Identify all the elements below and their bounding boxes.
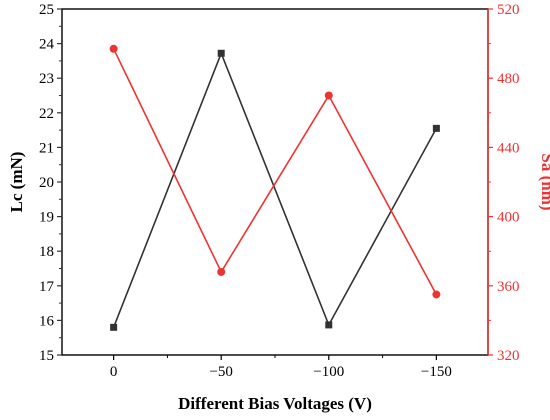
right-y-axis-title: Sa (nm)	[538, 153, 550, 210]
left-y-tick-label: 25	[39, 2, 54, 18]
left-y-tick-label: 15	[39, 348, 54, 364]
left-y-tick-label: 19	[39, 210, 54, 226]
lc-data-point	[110, 323, 118, 331]
left-y-tick-label: 24	[39, 37, 55, 53]
right-y-tick-label: 520	[497, 2, 520, 18]
x-tick-label: 0	[110, 364, 118, 380]
x-axis-title: Different Bias Voltages (V)	[178, 394, 372, 413]
x-tick-label: −100	[313, 364, 344, 380]
right-y-tick-label: 400	[497, 210, 520, 226]
lc-data-point	[325, 321, 333, 329]
lc-data-point	[217, 49, 225, 57]
x-tick-label: −50	[209, 364, 232, 380]
plot-frame	[61, 8, 489, 356]
left-y-tick-label: 18	[39, 244, 54, 260]
series-layer	[109, 44, 441, 331]
right-y-tick-label: 440	[497, 140, 520, 156]
sa-data-point	[109, 44, 118, 53]
lc-data-point	[432, 124, 440, 132]
lc-series-line	[112, 51, 438, 328]
right-y-tick-label: 320	[497, 348, 520, 364]
sa-data-point	[432, 290, 441, 299]
left-y-axis: 15 16 17 18 19 20 21 22 23 24 25	[39, 2, 62, 364]
left-y-tick-label: 20	[39, 175, 54, 191]
right-y-axis: 320 360 400 440 480 520	[487, 2, 520, 364]
sa-series	[109, 44, 441, 299]
left-y-tick-label: 21	[39, 140, 54, 156]
right-y-tick-label: 480	[497, 71, 520, 87]
x-tick-label: −150	[421, 364, 452, 380]
sa-data-point	[217, 267, 226, 276]
lc-series	[110, 49, 440, 331]
left-y-tick-label: 22	[39, 106, 54, 122]
x-axis: 0 −50 −100 −150	[110, 355, 452, 380]
sa-series-line	[112, 48, 438, 295]
right-y-tick-label: 360	[497, 279, 520, 295]
left-y-tick-label: 23	[39, 71, 54, 87]
left-y-tick-label: 16	[39, 313, 55, 329]
left-y-tick-label: 17	[39, 279, 55, 295]
sa-data-point	[324, 91, 333, 100]
left-y-axis-title: Lc (mN)	[7, 152, 26, 213]
